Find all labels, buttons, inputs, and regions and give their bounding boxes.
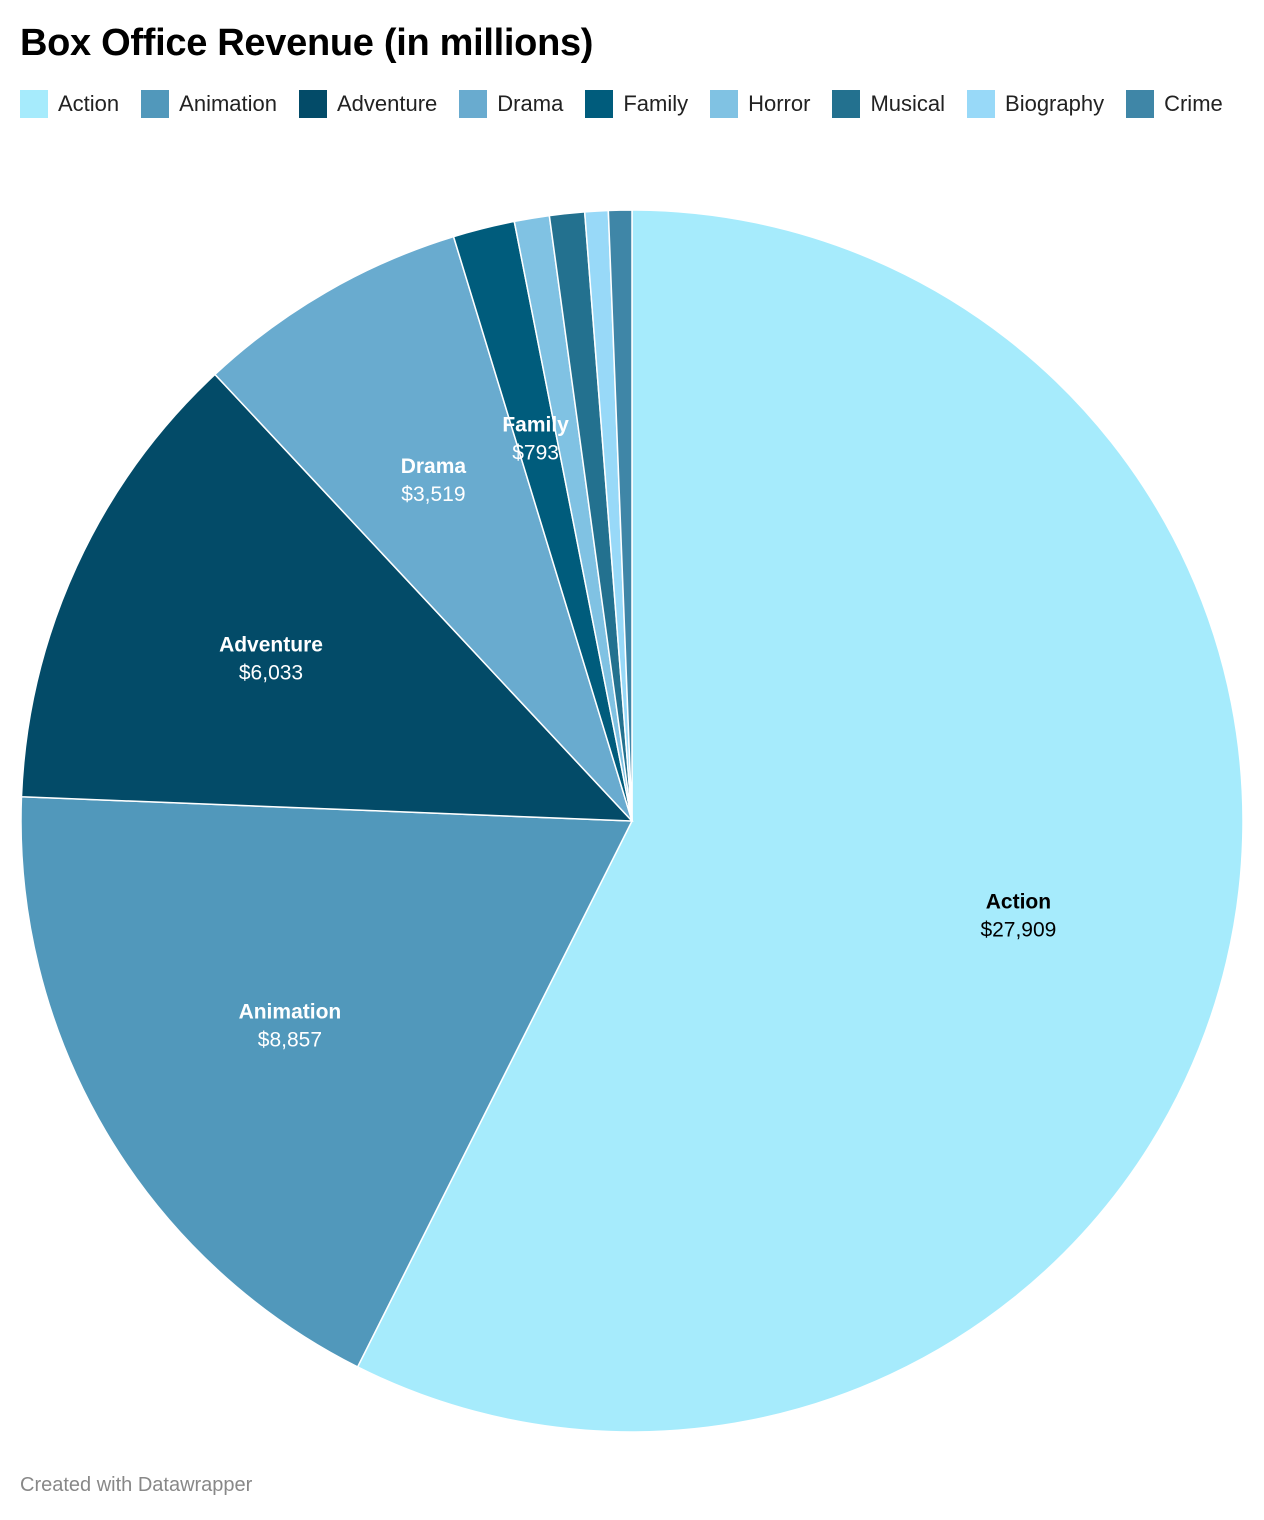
footer-credit: Created with Datawrapper — [20, 1474, 253, 1496]
legend-swatch — [967, 90, 996, 118]
slice-value-action: $27,909 — [980, 919, 1056, 942]
legend-swatch — [832, 90, 861, 118]
legend-item-animation: Animation — [141, 88, 277, 120]
slice-value-animation: $8,857 — [258, 1029, 322, 1052]
legend-item-adventure: Adventure — [299, 88, 437, 120]
slice-label-action: Action — [986, 891, 1051, 914]
legend-item-action: Action — [20, 88, 119, 120]
legend-swatch — [710, 90, 739, 118]
legend-swatch — [299, 90, 327, 118]
slice-value-adventure: $6,033 — [239, 662, 303, 685]
legend-item-drama: Drama — [459, 88, 563, 120]
legend-swatch — [459, 90, 488, 118]
pie-slices — [20, 209, 1244, 1433]
slice-value-family: $793 — [512, 442, 559, 465]
legend-swatch — [141, 90, 170, 118]
legend-item-biography: Biography — [967, 88, 1104, 120]
legend-item-horror: Horror — [710, 88, 810, 120]
slice-label-drama: Drama — [401, 455, 467, 478]
legend-label: Animation — [179, 91, 277, 116]
legend-label: Horror — [748, 91, 811, 116]
legend-item-musical: Musical — [832, 88, 945, 120]
pie-labels: Action $27,909 Animation $8,857 Adventure $6,… — [219, 414, 1056, 1052]
legend-label: Action — [58, 91, 120, 116]
legend-label: Musical — [870, 91, 946, 116]
chart-title: Box Office Revenue (in millions) — [20, 22, 594, 64]
legend-swatch — [1126, 90, 1155, 118]
legend-swatch — [20, 90, 48, 118]
legend-label: Biography — [1005, 91, 1105, 116]
legend-label: Crime — [1164, 91, 1223, 116]
slice-value-drama: $3,519 — [401, 483, 465, 506]
legend-label: Adventure — [337, 91, 438, 116]
legend-item-crime: Crime — [1126, 88, 1223, 120]
legend-swatch — [585, 90, 614, 118]
slice-label-animation: Animation — [239, 1001, 342, 1024]
legend-label: Drama — [497, 91, 564, 116]
legend-item-family: Family — [585, 88, 688, 120]
pie-slice-drama — [213, 235, 633, 822]
slice-label-adventure: Adventure — [219, 634, 323, 657]
pie-slice-crime — [607, 209, 633, 822]
pie-slice-animation — [20, 795, 634, 1368]
pie-slice-adventure — [20, 373, 634, 822]
chart-legend: Action Animation Adventure Drama Family Horro… — [20, 88, 1250, 120]
slice-label-family: Family — [502, 414, 569, 437]
legend-label: Family — [623, 91, 689, 116]
pie-slice-action — [356, 209, 1244, 1433]
